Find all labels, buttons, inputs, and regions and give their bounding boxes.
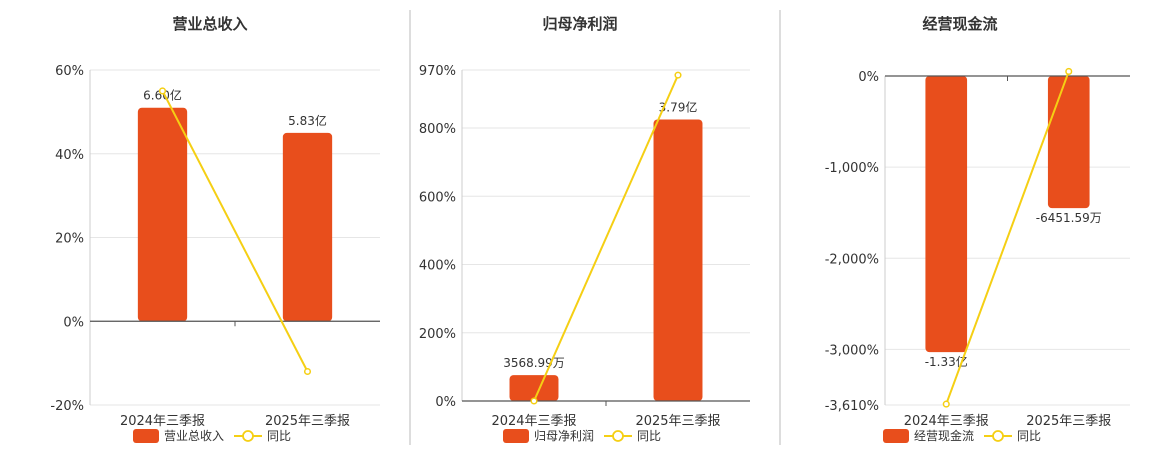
data-label: 5.83亿 xyxy=(288,113,327,128)
yoy-point xyxy=(1065,67,1073,75)
bar xyxy=(653,119,703,402)
y-tick-label: -3,000% xyxy=(825,343,879,358)
legend-swatch-marker xyxy=(612,430,624,442)
yoy-line xyxy=(161,90,309,372)
yoy-line xyxy=(945,71,1070,405)
data-label: 3.79亿 xyxy=(659,99,698,114)
chart-title: 归母净利润 xyxy=(542,15,617,33)
legend-swatch-bar xyxy=(503,429,529,443)
y-tick-label: -3,610% xyxy=(825,399,879,414)
legend-swatch-marker xyxy=(992,430,1004,442)
legend-label: 同比 xyxy=(637,429,661,443)
data-label: 6.60亿 xyxy=(143,88,182,103)
legend-label: 营业总收入 xyxy=(164,429,224,443)
x-tick-label: 2024年三季报 xyxy=(120,414,205,429)
bar xyxy=(1047,76,1090,209)
y-tick-label: 200% xyxy=(419,327,456,342)
y-tick-label: 0% xyxy=(435,395,456,410)
x-tick-label: 2024年三季报 xyxy=(491,414,576,429)
y-tick-label: 800% xyxy=(419,122,456,137)
data-label: 3568.99万 xyxy=(503,356,565,370)
yoy-line xyxy=(533,74,679,402)
yoy-point xyxy=(303,367,312,376)
y-tick-label: 40% xyxy=(55,148,84,163)
legend-swatch-bar xyxy=(883,429,909,443)
yoy-point xyxy=(530,397,538,405)
x-tick-label: 2025年三季报 xyxy=(635,414,720,429)
chart-title: 营业总收入 xyxy=(172,15,247,33)
bar xyxy=(925,76,968,353)
bar xyxy=(282,132,333,322)
legend-label: 归母净利润 xyxy=(534,429,594,443)
y-tick-label: -1,000% xyxy=(825,161,879,176)
legend-swatch-bar xyxy=(133,429,159,443)
yoy-point xyxy=(158,87,167,95)
y-tick-label: -2,000% xyxy=(825,252,879,267)
chart-title: 经营现金流 xyxy=(922,15,997,33)
y-tick-label: -20% xyxy=(50,399,84,414)
y-tick-label: 600% xyxy=(419,190,456,205)
data-label: -1.33亿 xyxy=(925,354,968,369)
x-tick-label: 2024年三季报 xyxy=(904,414,989,429)
y-tick-label: 0% xyxy=(858,70,879,85)
legend-label: 同比 xyxy=(267,429,291,443)
x-tick-label: 2025年三季报 xyxy=(1026,414,1111,429)
bar xyxy=(137,107,188,322)
yoy-point xyxy=(674,71,682,79)
legend-label: 经营现金流 xyxy=(914,428,974,443)
legend-label: 同比 xyxy=(1017,429,1041,443)
y-tick-label: 970% xyxy=(419,64,456,79)
chart-panel-1: 营业总收入 -20% 0% 20% 40% 60% 2024年三季报 2025年三季报 6.60… xyxy=(50,10,411,445)
y-tick-label: 60% xyxy=(55,64,84,79)
y-tick-label: 20% xyxy=(55,232,84,247)
chart-panel-2: 归母净利润 0% 200% 400% 600% 800% 970% 2024年三季报 2025年… xyxy=(419,10,781,445)
legend-swatch-marker xyxy=(242,430,254,442)
yoy-point xyxy=(942,400,950,408)
y-tick-label: 400% xyxy=(419,259,456,274)
bar xyxy=(509,375,559,401)
data-label: -6451.59万 xyxy=(1036,211,1102,225)
y-tick-label: 0% xyxy=(63,315,84,330)
x-tick-label: 2025年三季报 xyxy=(265,414,350,429)
chart-panel-3: 经营现金流 -3,610% -3,000% -2,000% -1,000% 0% 2024年… xyxy=(825,15,1130,443)
